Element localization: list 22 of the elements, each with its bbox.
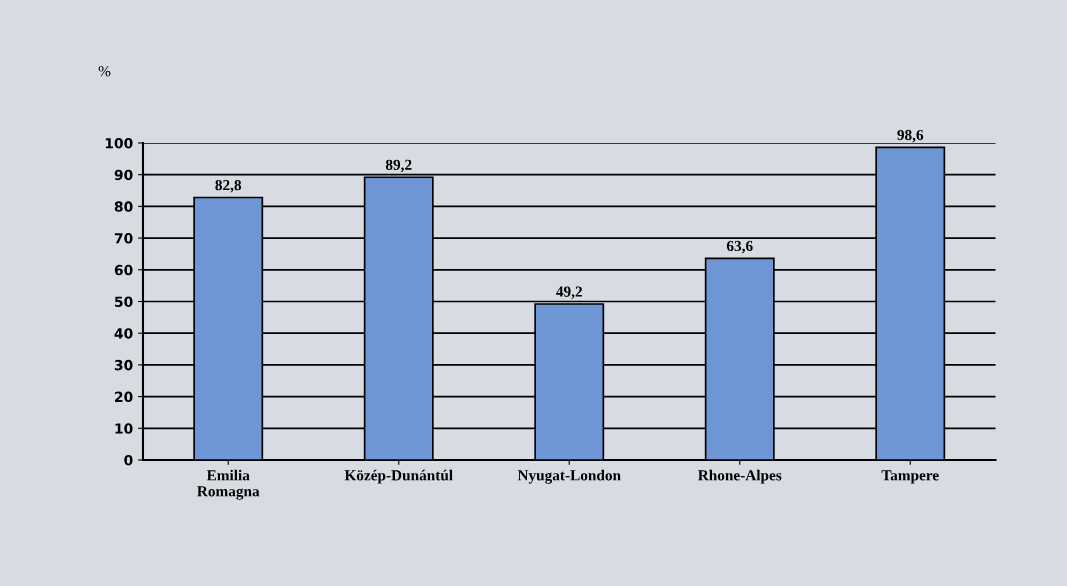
- x-tick-label: Tampere: [881, 470, 939, 484]
- x-tick-label: Emilia Romagna: [197, 469, 260, 500]
- x-tick-label: Rhone-Alpes: [697, 469, 782, 484]
- data-label: 49,2: [556, 286, 582, 299]
- y-tick-label: 70: [114, 233, 133, 244]
- y-tick-label: 100: [105, 137, 133, 149]
- y-axis-title: %: [98, 66, 111, 77]
- y-tick-label: 40: [114, 328, 133, 339]
- x-tick-label: Közép-Dunántúl: [344, 469, 453, 484]
- y-tick-label: 60: [114, 264, 133, 276]
- y-tick-label: 30: [114, 359, 133, 371]
- data-label: 89,2: [385, 159, 412, 173]
- data-label: 82,8: [215, 179, 242, 193]
- y-tick-label: 80: [114, 201, 133, 212]
- data-label: 63,6: [726, 240, 753, 254]
- x-tick-label: Nyugat-London: [517, 469, 621, 484]
- y-tick-label: 90: [114, 169, 133, 181]
- y-tick-label: 10: [115, 423, 133, 434]
- y-tick-label: 20: [115, 391, 133, 403]
- y-tick-label: 50: [115, 296, 133, 307]
- y-tick-label: 0: [124, 454, 133, 466]
- data-label: 98,6: [897, 129, 924, 143]
